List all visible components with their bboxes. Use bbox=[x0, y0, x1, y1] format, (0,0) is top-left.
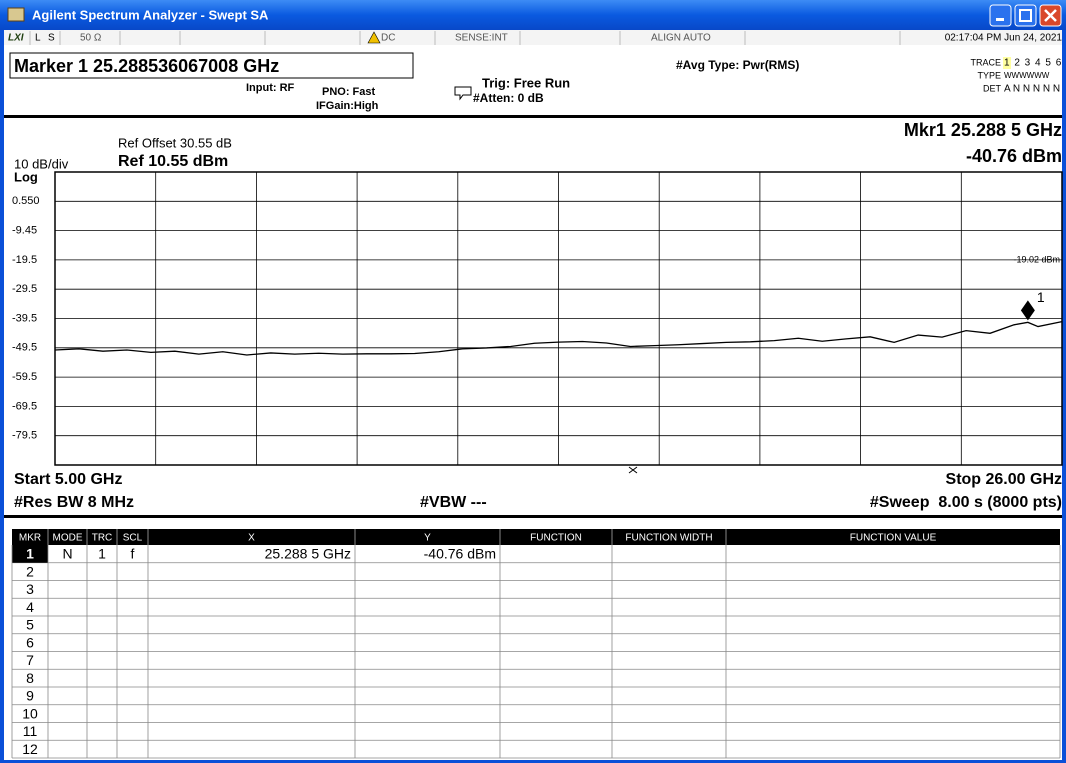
det-values: A N N N N N bbox=[1004, 84, 1060, 95]
trace-values: 1 2 3 4 5 6 bbox=[1004, 58, 1062, 69]
table-cell: 4 bbox=[26, 599, 34, 615]
type-values: WWWWWW bbox=[1004, 71, 1050, 80]
y-tick-label: -49.5 bbox=[12, 342, 37, 354]
marker-table: MKR MODE TRC SCL X Y FUNCTION FUNCTION WIDTH FUN… bbox=[11, 529, 1061, 759]
warning-icon bbox=[367, 31, 381, 44]
marker-readout-amplitude: -40.76 dBm bbox=[966, 146, 1062, 166]
table-cell: 25.288 5 GHz bbox=[265, 546, 351, 562]
maximize-button[interactable] bbox=[1014, 4, 1037, 27]
table-cell: 1 bbox=[26, 546, 34, 562]
y-tick-label: 0.550 bbox=[12, 195, 40, 207]
table-cell: -40.76 dBm bbox=[424, 546, 496, 562]
status-align: ALIGN AUTO bbox=[651, 33, 711, 44]
resolution-bandwidth: #Res BW 8 MHz bbox=[14, 494, 134, 511]
marker-label: 1 bbox=[1037, 289, 1045, 305]
graticule-frame bbox=[54, 171, 1063, 466]
attenuation: #Atten: 0 dB bbox=[473, 91, 544, 105]
y-tick-label: -59.5 bbox=[12, 371, 37, 383]
ifgain: IFGain:High bbox=[316, 100, 379, 112]
avg-type: #Avg Type: Pwr(RMS) bbox=[676, 58, 799, 72]
input: Input: RF bbox=[246, 82, 295, 94]
table-cell: 7 bbox=[26, 652, 34, 668]
marker-box bbox=[9, 52, 414, 79]
y-tick-label: -19.5 bbox=[12, 254, 37, 266]
table-cell: 12 bbox=[22, 741, 38, 757]
scale-per-div: 10 dB/div bbox=[14, 156, 69, 171]
lxi-logo: LXI bbox=[8, 33, 24, 44]
status-separators bbox=[29, 31, 901, 45]
scale-type: Log bbox=[14, 169, 38, 184]
sweep: #Sweep 8.00 s (8000 pts) bbox=[870, 494, 1062, 511]
table-header bbox=[12, 529, 1060, 545]
status-coupling: DC bbox=[381, 33, 395, 44]
y-tick-label: -79.5 bbox=[12, 430, 37, 442]
table-cell: f bbox=[131, 546, 135, 562]
trace bbox=[54, 320, 1063, 356]
column-header: FUNCTION WIDTH bbox=[625, 533, 712, 544]
marker-readout-frequency: Mkr1 25.288 5 GHz bbox=[904, 120, 1062, 140]
column-header: FUNCTION bbox=[530, 533, 582, 544]
stop-frequency: Stop 26.00 GHz bbox=[946, 471, 1062, 488]
y-tick-label: -69.5 bbox=[12, 400, 37, 412]
plot: 0.550 -9.45 -19.5 -29.5 -39.5 -49.5 -59.5 -69.5… bbox=[12, 171, 1063, 466]
marker-diamond bbox=[1020, 300, 1035, 321]
ref-offset: Ref Offset 30.55 dB bbox=[118, 135, 232, 150]
close-glyph bbox=[1044, 9, 1057, 22]
table-cell: 6 bbox=[26, 634, 34, 650]
status-datetime: 02:17:04 PM Jun 24, 2021 bbox=[945, 33, 1063, 44]
minimize-glyph bbox=[996, 18, 1004, 21]
column-header: TRC bbox=[92, 533, 113, 544]
column-header: X bbox=[248, 533, 255, 544]
trace-highlight bbox=[1003, 57, 1011, 69]
video-bandwidth: #VBW --- bbox=[420, 494, 487, 511]
status-impedance: 50 Ω bbox=[80, 33, 102, 44]
y-tick-label: -9.45 bbox=[12, 225, 37, 237]
table-cell: 10 bbox=[22, 705, 38, 721]
pno: PNO: Fast bbox=[322, 86, 376, 98]
table-cell: 11 bbox=[23, 723, 38, 739]
y-tick-label: -29.5 bbox=[12, 283, 37, 295]
marker-frequency: Marker 1 25.288536067008 GHz bbox=[14, 56, 279, 76]
active-marker-cell bbox=[12, 545, 48, 563]
column-header: FUNCTION VALUE bbox=[850, 533, 937, 544]
table-cell: 5 bbox=[26, 617, 34, 633]
status-bar bbox=[4, 30, 1062, 45]
maximize-glyph bbox=[1019, 9, 1032, 22]
start-frequency: Start 5.00 GHz bbox=[14, 471, 122, 488]
divider bbox=[4, 515, 1062, 518]
center-marker bbox=[628, 466, 638, 474]
status-l: L bbox=[35, 33, 41, 44]
status-s: S bbox=[48, 33, 55, 44]
column-header: SCL bbox=[123, 533, 143, 544]
window-title: Agilent Spectrum Analyzer - Swept SA bbox=[32, 7, 269, 22]
table-cell: 3 bbox=[26, 581, 34, 597]
y-tick-label: -39.5 bbox=[12, 312, 37, 324]
table-cell: 2 bbox=[26, 563, 34, 579]
trig-icon bbox=[454, 86, 472, 101]
app-icon bbox=[7, 7, 25, 22]
minimize-button[interactable] bbox=[989, 4, 1012, 27]
table-cell: 1 bbox=[98, 546, 106, 562]
display-line-label: -19.02 dBm bbox=[1013, 254, 1060, 264]
column-header: Y bbox=[424, 533, 431, 544]
table-cell: N bbox=[62, 546, 72, 562]
ref-level: Ref 10.55 dBm bbox=[118, 153, 228, 170]
content bbox=[4, 30, 1062, 760]
divider bbox=[4, 115, 1062, 118]
table-cell: 9 bbox=[26, 688, 34, 704]
det-label: DET bbox=[983, 83, 1002, 93]
status-sense: SENSE:INT bbox=[455, 33, 508, 44]
trigger: Trig: Free Run bbox=[482, 75, 570, 90]
column-header: MKR bbox=[19, 533, 41, 544]
table-cell: 8 bbox=[26, 670, 34, 686]
title-bar bbox=[0, 0, 1066, 30]
type-label: TYPE bbox=[977, 70, 1001, 80]
trace-label: TRACE bbox=[970, 57, 1001, 67]
column-header: MODE bbox=[53, 533, 83, 544]
